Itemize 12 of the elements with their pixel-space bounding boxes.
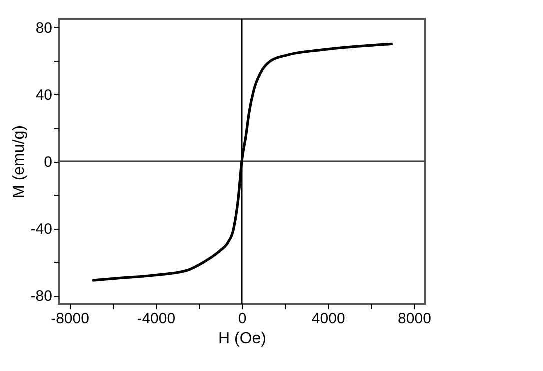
- x-tick-label: -4000: [137, 310, 176, 328]
- y-tick-label: 80: [36, 20, 52, 37]
- x-axis-title: H (Oe): [218, 330, 266, 348]
- y-tick-label: 40: [36, 86, 52, 104]
- x-tick-label: 8000: [398, 310, 432, 328]
- x-tick-label: 4000: [312, 310, 346, 328]
- y-tick-label: -40: [30, 221, 52, 238]
- y-tick-label: 0: [44, 154, 52, 171]
- x-tick-label: -8000: [51, 310, 90, 328]
- y-axis-title: M (emu/g): [10, 126, 28, 198]
- y-tick-label: -80: [30, 288, 52, 306]
- x-tick-label: 0: [238, 310, 247, 328]
